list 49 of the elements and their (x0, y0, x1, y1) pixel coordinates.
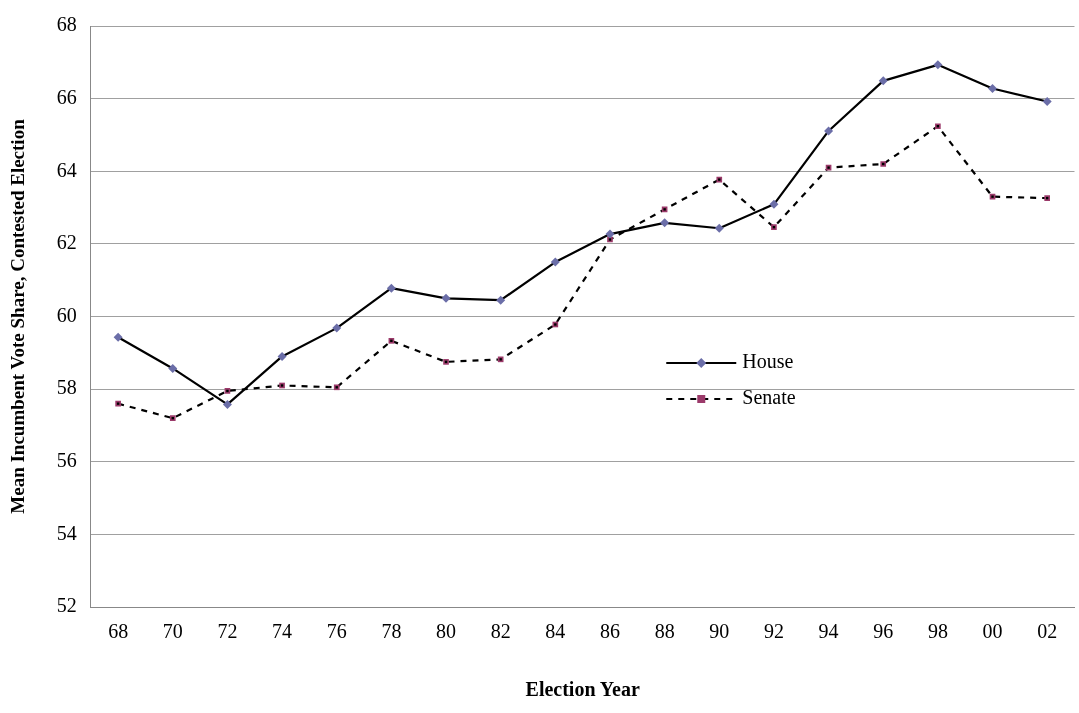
x-tick-label: 70 (162, 620, 183, 643)
point (1042, 97, 1052, 107)
point (550, 257, 560, 267)
y-tick-label: 62 (56, 231, 77, 254)
point (441, 293, 451, 303)
x-tick-label: 92 (763, 620, 784, 643)
point (714, 223, 724, 233)
x-tick-label: 00 (982, 620, 1003, 643)
point (386, 283, 396, 293)
legend-label: House (742, 350, 794, 373)
y-tick-label: 58 (56, 376, 77, 399)
y-axis-title: Mean Incumbent Vote Share, Contested Election (7, 118, 29, 514)
y-tick-label: 66 (56, 85, 77, 108)
x-tick-label: 84 (545, 620, 566, 643)
y-tick-label: 52 (56, 594, 77, 617)
x-tick-label: 94 (818, 620, 839, 643)
x-tick-label: 98 (927, 620, 948, 643)
x-tick-label: 80 (436, 620, 457, 643)
x-tick-label: 86 (599, 620, 620, 643)
point (168, 363, 178, 373)
x-tick-label: 72 (217, 620, 238, 643)
x-tick-label: 76 (326, 620, 347, 643)
point (769, 199, 779, 209)
point (605, 229, 615, 239)
point (878, 76, 888, 86)
x-axis-title: Election Year (525, 678, 640, 701)
y-tick-label: 68 (56, 13, 77, 36)
point (277, 351, 287, 361)
y-tick-label: 56 (56, 449, 77, 471)
point (222, 399, 232, 409)
point (332, 323, 342, 333)
x-tick-label: 90 (709, 620, 730, 643)
x-tick-label: 96 (873, 620, 894, 643)
point (113, 332, 123, 342)
y-tick-label: 64 (56, 158, 77, 181)
point (988, 83, 998, 93)
point (660, 218, 670, 228)
x-tick-label: 74 (272, 620, 293, 643)
x-tick-label: 78 (381, 620, 402, 643)
y-tick-label: 54 (56, 521, 77, 544)
point (824, 126, 834, 136)
x-tick-label: 68 (108, 620, 129, 643)
x-tick-label: 02 (1037, 620, 1058, 643)
point (496, 295, 506, 305)
legend-label: Senate (742, 386, 796, 409)
point (933, 60, 943, 70)
x-tick-label: 82 (490, 620, 511, 643)
x-tick-label: 88 (654, 620, 675, 643)
y-tick-label: 60 (56, 303, 77, 326)
